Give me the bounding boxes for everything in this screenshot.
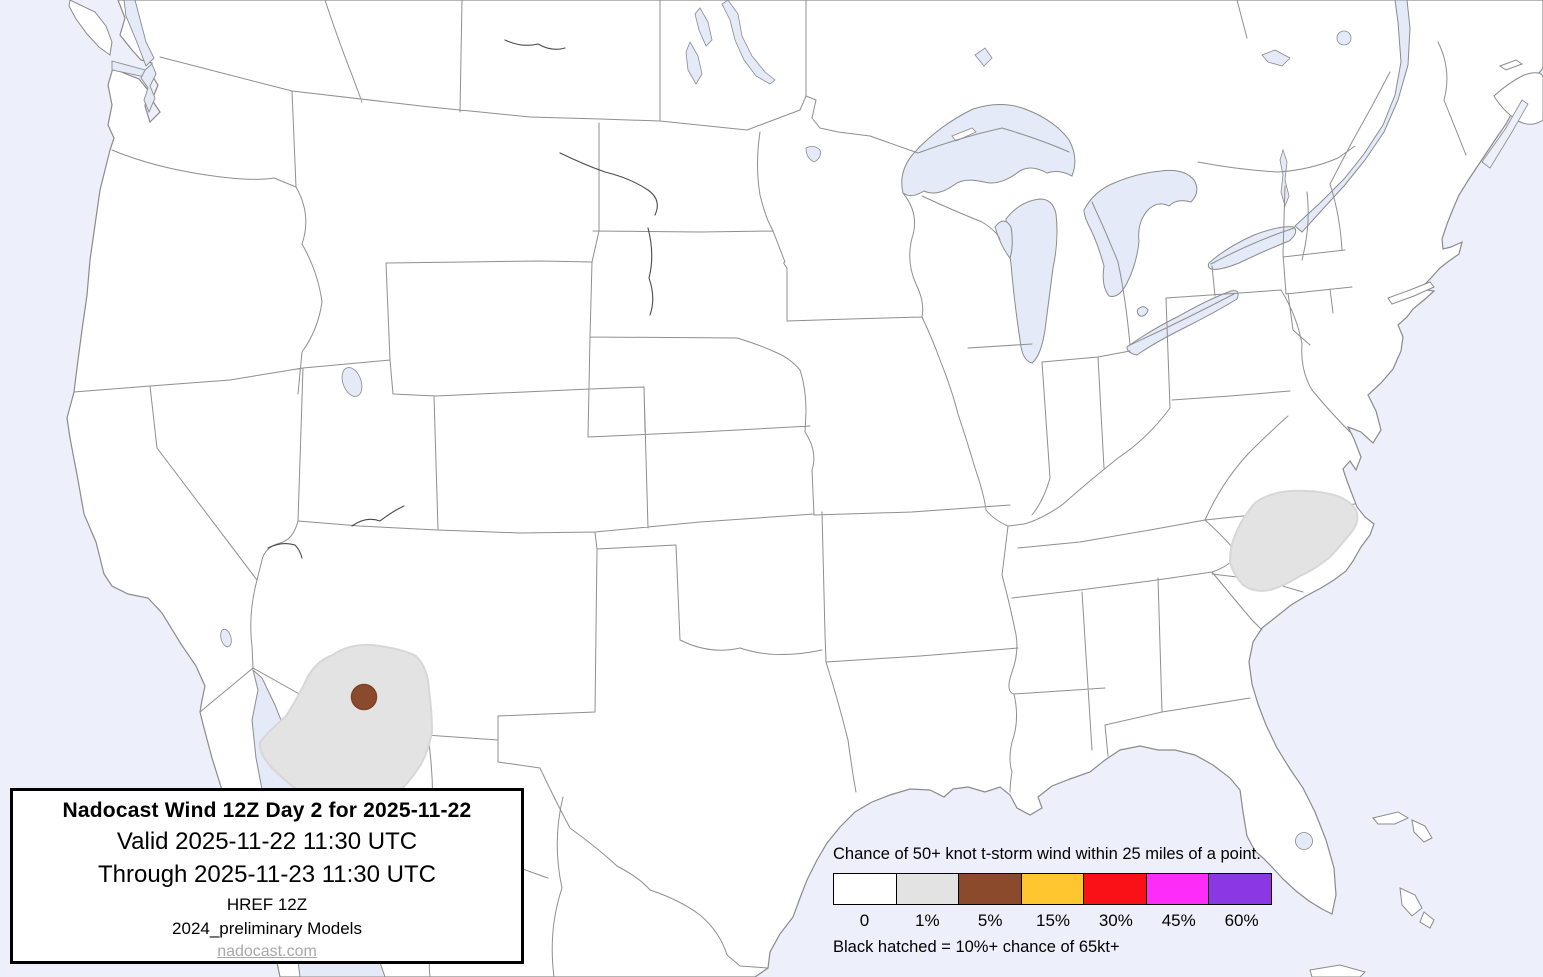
puget-sound-straits (111, 0, 157, 114)
bahamas-islands (1309, 811, 1435, 977)
lake-mead-river (267, 542, 303, 559)
legend-labels: 0 1% 5% 15% 30% 45% 60% (833, 911, 1273, 931)
shield-lake (1261, 49, 1291, 67)
legend-swatch-0 (834, 874, 897, 904)
risk-area-5pct-arizona (350, 683, 378, 711)
lake-winnipeg (721, 0, 776, 85)
lake-of-the-woods (805, 146, 821, 163)
legend-label-5: 5% (977, 911, 1003, 930)
round-lake-quebec (1336, 30, 1352, 46)
lake-erie (1126, 290, 1239, 356)
long-island (1387, 281, 1435, 305)
nova-scotia (1493, 72, 1543, 125)
legend-label-0: 0 (859, 911, 870, 930)
risk-area-1pct-carolina (1228, 489, 1359, 592)
cuba-edge (1309, 964, 1366, 977)
great-salt-lake (341, 367, 363, 397)
model-name: HREF 12Z (226, 895, 308, 914)
models-note: 2024_preliminary Models (172, 919, 362, 938)
legend-swatch-60 (1209, 874, 1272, 904)
lake-winnipegosis (694, 7, 713, 47)
landmass (66, 0, 1543, 977)
pei-island (1498, 59, 1524, 71)
state-borders (73, 0, 1467, 977)
lake-champlain (1279, 148, 1290, 208)
legend-label-30: 30% (1098, 911, 1133, 930)
legend-label-15: 15% (1035, 911, 1071, 930)
through-time: Through 2025-11-23 11:30 UTC (98, 861, 436, 888)
salton-sea (220, 628, 232, 648)
lake-nipigon (974, 47, 993, 67)
bay-of-fundy (1481, 99, 1529, 169)
probability-legend: Chance of 50+ knot t-storm wind within 2… (833, 845, 1303, 957)
lake-sakakawea-river (559, 152, 658, 216)
legend-label-1: 1% (915, 911, 940, 930)
legend-swatch-1 (896, 874, 960, 904)
legend-swatch-5 (959, 874, 1022, 904)
lake-oahe-river (647, 227, 654, 316)
lake-superior (901, 104, 1076, 197)
forecast-info-box: Nadocast Wind 12Z Day 2 for 2025-11-22 V… (10, 788, 524, 964)
great-lakes (901, 0, 1411, 364)
lake-ontario (1207, 226, 1297, 270)
lake-manitoba (685, 41, 703, 85)
rivers (267, 39, 658, 559)
legend-label-45: 45% (1161, 911, 1196, 930)
lake-okeechobee (1295, 832, 1313, 850)
legend-color-bar (833, 873, 1272, 905)
lake-st-clair (1136, 306, 1149, 317)
isle-royale (951, 127, 977, 142)
forecast-title: Nadocast Wind 12Z Day 2 for 2025-11-22 (62, 799, 472, 822)
green-bay (994, 220, 1013, 260)
nadocast-link[interactable]: nadocast.com (217, 943, 317, 960)
vancouver-island (68, 0, 113, 56)
lake-huron (1083, 169, 1198, 297)
legend-swatch-30 (1084, 874, 1147, 904)
hatched-note: Black hatched = 10%+ chance of 65kt+ (833, 938, 1120, 956)
st-lawrence-river (1294, 0, 1411, 233)
small-lakes (220, 0, 1352, 850)
legend-title: Chance of 50+ knot t-storm wind within 2… (833, 845, 1261, 863)
lake-powell-river (351, 505, 405, 527)
legend-swatch-15 (1021, 874, 1085, 904)
legend-swatch-45 (1146, 874, 1210, 904)
valid-time: Valid 2025-11-22 11:30 UTC (116, 828, 418, 855)
lake-michigan (1005, 198, 1058, 364)
fraser-river (504, 39, 566, 50)
legend-label-60: 60% (1224, 911, 1259, 930)
